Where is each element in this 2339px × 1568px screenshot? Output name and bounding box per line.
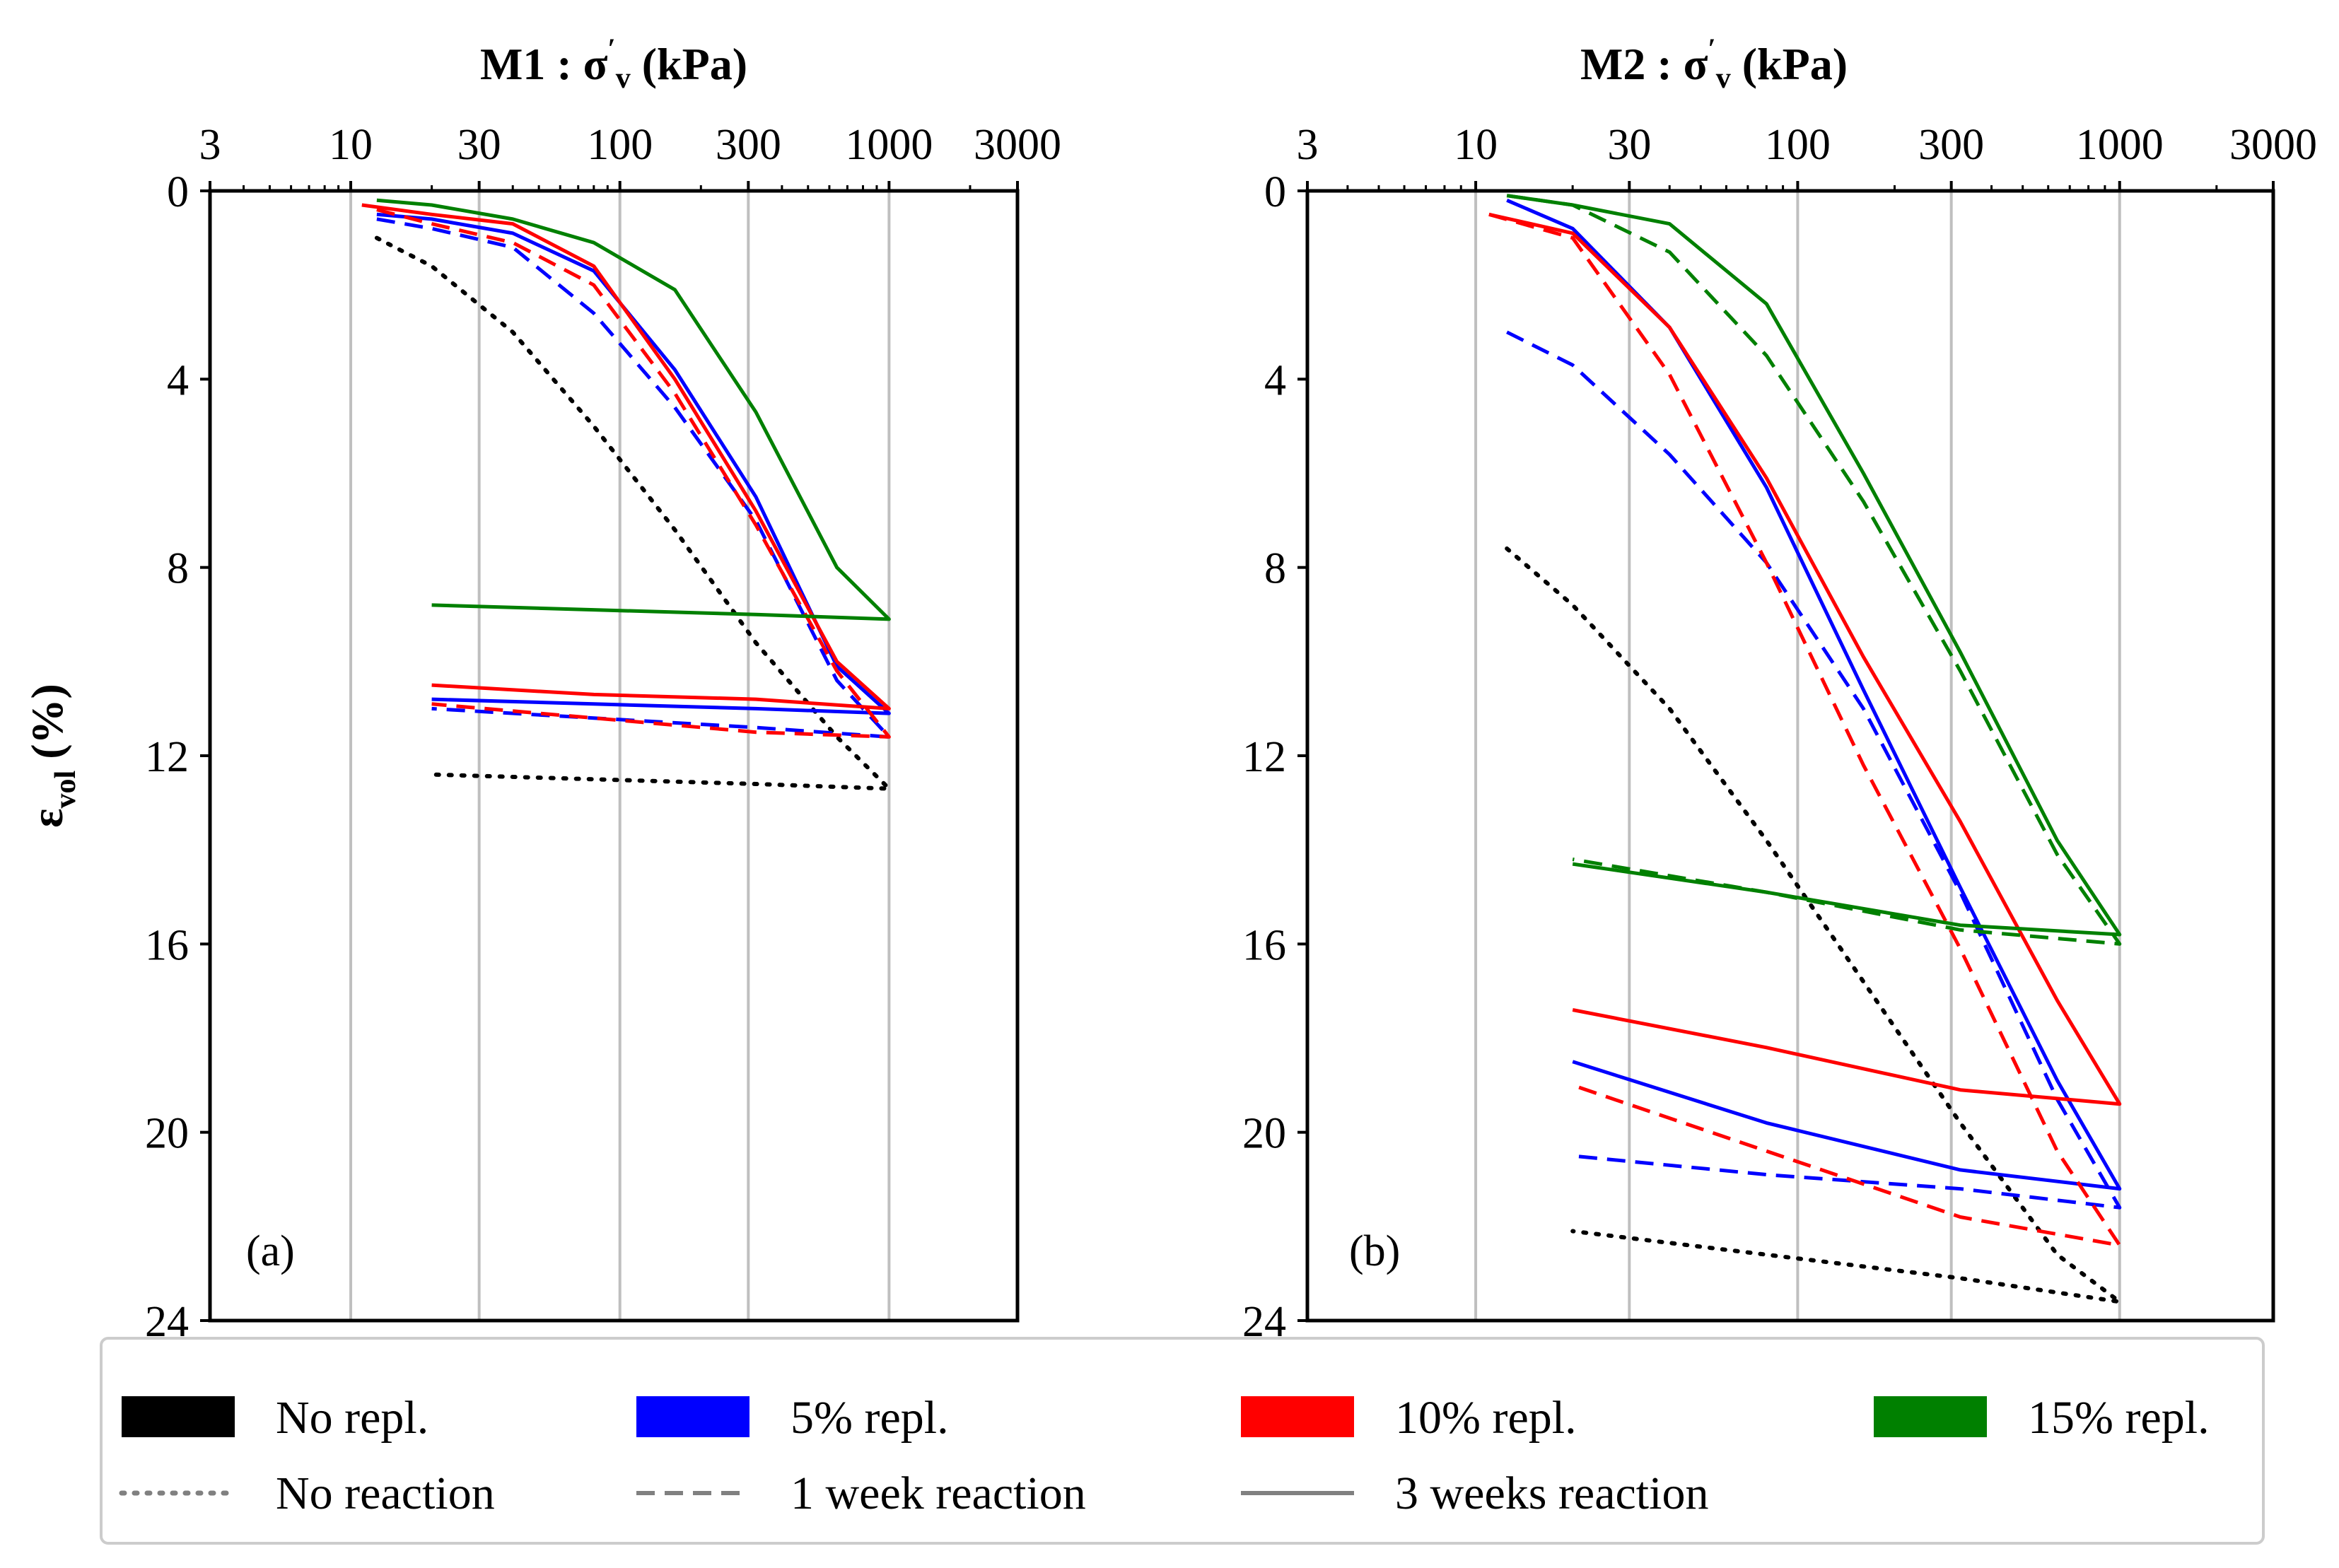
series-line-r15-solid: [1506, 194, 2122, 937]
x-tick-label: 1000: [845, 121, 933, 169]
y-tick-label: 20: [145, 1110, 189, 1158]
y-tick-label: 8: [1264, 545, 1286, 593]
series-line-r10-dashed: [376, 208, 891, 739]
x-tick-label: 1000: [2076, 121, 2164, 169]
x-tick-label: 100: [587, 121, 653, 169]
y-tick-label: 4: [1264, 356, 1286, 404]
panel-a-x-axis-title: M1 : σ′v (kPa): [480, 33, 747, 95]
panel-b-series: [1488, 194, 2122, 1304]
panel-b-gridlines: [1474, 191, 2121, 1321]
series-line-none-dotted: [1505, 546, 2122, 1304]
panel-a-label: (a): [246, 1227, 295, 1275]
panel-a-frame: [208, 189, 1020, 1323]
y-tick-label: 4: [167, 356, 189, 404]
x-tick-label: 10: [329, 121, 373, 169]
x-tick-label: 100: [1765, 121, 1831, 169]
legend-swatch-r15: [1874, 1396, 1987, 1437]
x-tick-label: 3000: [2229, 121, 2317, 169]
y-axis-title: εvol (%): [22, 684, 82, 828]
panel-a-gridlines: [349, 191, 891, 1321]
x-tick-label: 300: [716, 121, 781, 169]
legend-swatch-r10: [1241, 1396, 1354, 1437]
legend-label-dotted: No reaction: [276, 1468, 495, 1519]
x-tick-label: 3000: [974, 121, 1061, 169]
legend-label-dashed: 1 week reaction: [791, 1468, 1086, 1519]
y-tick-label: 12: [145, 733, 189, 781]
legend: No repl. 5% repl. 10% repl. 15% repl. No rea…: [100, 1337, 2265, 1545]
legend-label-r15: 15% repl.: [2028, 1392, 2210, 1444]
series-line-r10-solid: [361, 203, 891, 710]
legend-label-r5: 5% repl.: [791, 1392, 949, 1444]
y-tick-label: 0: [1264, 168, 1286, 216]
x-tick-label: 3: [1297, 121, 1319, 169]
legend-label-solid: 3 weeks reaction: [1395, 1468, 1708, 1519]
series-line-r10-dashed: [1488, 212, 2122, 1247]
y-tick-label: 12: [1242, 733, 1286, 781]
y-tick-label: 20: [1242, 1110, 1286, 1158]
panel-b: M2 : σ′v (kPa) 3 10 30 100 300 1000 3000 0 4 8 12 1…: [1242, 33, 2317, 1346]
series-line-r5-dashed: [1506, 330, 2122, 1210]
panel-b-label: (b): [1349, 1227, 1400, 1275]
series-line-r15-solid: [376, 198, 891, 621]
legend-swatch-none: [122, 1396, 235, 1437]
legend-label-r10: 10% repl.: [1395, 1392, 1577, 1444]
series-line-r10-solid: [1488, 212, 2122, 1106]
panel-a-series: [361, 198, 892, 791]
legend-swatch-r5: [636, 1396, 749, 1437]
y-tick-label: 16: [1242, 921, 1286, 969]
series-line-none-dotted: [374, 235, 892, 791]
y-tick-label: 0: [167, 168, 189, 216]
legend-label-none: No repl.: [276, 1392, 428, 1444]
x-tick-label: 300: [1918, 121, 1984, 169]
legend-items: No repl. 5% repl. 10% repl. 15% repl. No rea…: [119, 1392, 2210, 1519]
panel-b-x-axis-title: M2 : σ′v (kPa): [1580, 33, 1848, 95]
panel-b-frame: [1305, 189, 2275, 1323]
panel-a: M1 : σ′v (kPa) 3 10 30 100 300 1000 3000 0 4 8 12 1…: [22, 33, 1061, 1346]
x-tick-label: 30: [1607, 121, 1651, 169]
series-line-r5-solid: [376, 212, 891, 715]
x-tick-label: 30: [457, 121, 501, 169]
y-tick-label: 8: [167, 545, 189, 593]
x-tick-label: 10: [1454, 121, 1498, 169]
series-line-r5-dashed: [376, 217, 891, 739]
y-tick-label: 16: [145, 921, 189, 969]
x-tick-label: 3: [199, 121, 221, 169]
series-line-r15-dashed: [1506, 194, 2122, 946]
